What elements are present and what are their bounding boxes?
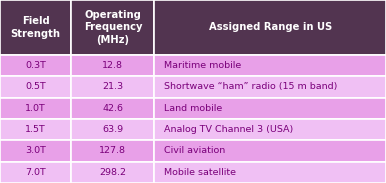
Bar [0,119,71,140]
Bar [0,76,71,98]
Text: 1.5T: 1.5T [25,125,46,134]
Text: 63.9: 63.9 [102,125,124,134]
Bar [71,119,154,140]
Bar [71,0,154,55]
Bar [71,140,154,162]
Text: Field
Strength: Field Strength [11,16,61,39]
Text: Mobile satellite: Mobile satellite [164,168,236,177]
Text: Shortwave “ham” radio (15 m band): Shortwave “ham” radio (15 m band) [164,82,337,92]
Text: Maritime mobile: Maritime mobile [164,61,241,70]
Text: Assigned Range in US: Assigned Range in US [208,23,332,32]
Bar [154,0,386,55]
Bar [0,0,71,55]
Bar [154,119,386,140]
Text: 0.3T: 0.3T [25,61,46,70]
Text: Analog TV Channel 3 (USA): Analog TV Channel 3 (USA) [164,125,293,134]
Bar [154,55,386,76]
Text: 0.5T: 0.5T [25,82,46,92]
Bar [0,162,71,183]
Bar [154,162,386,183]
Text: 7.0T: 7.0T [25,168,46,177]
Text: Operating
Frequency
(MHz): Operating Frequency (MHz) [84,10,142,45]
Bar [71,55,154,76]
Text: 3.0T: 3.0T [25,146,46,156]
Bar [0,140,71,162]
Text: 42.6: 42.6 [102,104,124,113]
Text: Civil aviation: Civil aviation [164,146,225,156]
Bar [71,98,154,119]
Text: 127.8: 127.8 [100,146,126,156]
Text: 1.0T: 1.0T [25,104,46,113]
Bar [154,98,386,119]
Text: 21.3: 21.3 [102,82,124,92]
Bar [0,98,71,119]
Bar [154,140,386,162]
Text: 298.2: 298.2 [100,168,126,177]
Bar [154,76,386,98]
Bar [71,162,154,183]
Bar [71,76,154,98]
Text: Land mobile: Land mobile [164,104,222,113]
Bar [0,55,71,76]
Text: 12.8: 12.8 [102,61,124,70]
